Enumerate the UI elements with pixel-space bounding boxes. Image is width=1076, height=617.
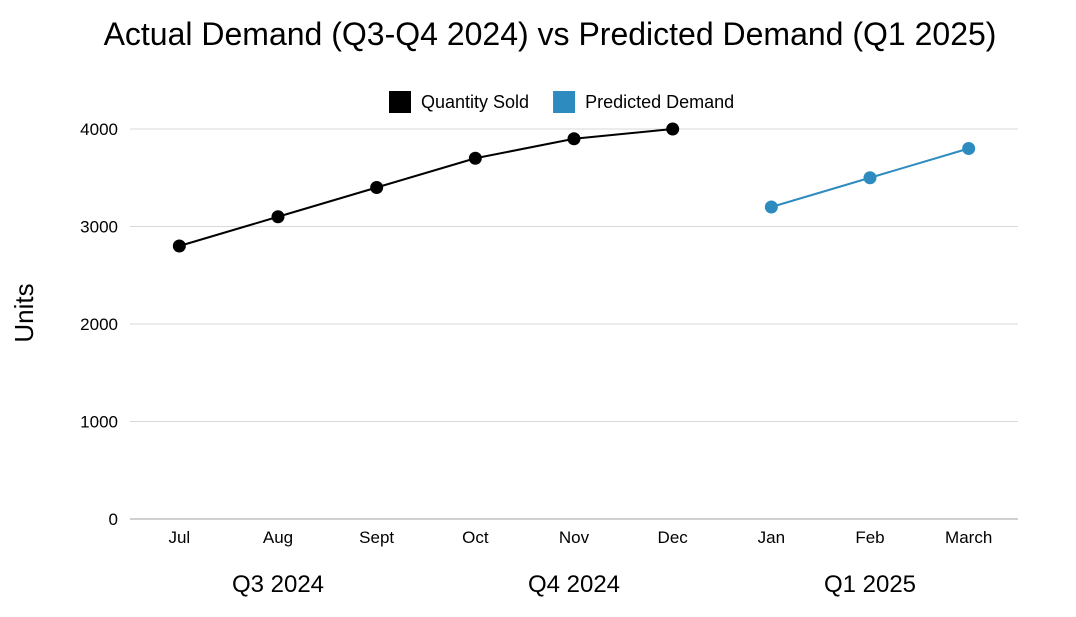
data-point <box>468 151 482 165</box>
series-line <box>179 128 673 247</box>
data-point <box>764 200 778 214</box>
x-tick-label: Feb <box>855 528 884 547</box>
x-tick-labels: Jul Aug Sept Oct Nov Dec Jan Feb March <box>168 528 992 547</box>
x-tick-label: Sept <box>359 528 394 547</box>
y-tick-label: 0 <box>109 510 118 529</box>
y-tick-label: 4000 <box>80 120 118 139</box>
data-point <box>666 122 680 136</box>
y-tick-label: 3000 <box>80 218 118 237</box>
group-label: Q4 2024 <box>528 571 620 598</box>
legend-swatch <box>553 91 576 113</box>
chart-title: Actual Demand (Q3-Q4 2024) vs Predicted … <box>104 16 997 52</box>
x-tick-label: Nov <box>559 528 590 547</box>
x-tick-label: Oct <box>462 528 489 547</box>
x-tick-label: March <box>945 528 992 547</box>
x-tick-label: Jan <box>758 528 785 547</box>
data-point <box>370 181 384 194</box>
gridlines <box>130 128 1018 422</box>
x-tick-label: Jul <box>168 528 190 547</box>
legend-label: Predicted Demand <box>585 92 734 112</box>
y-axis-label: Units <box>9 283 39 342</box>
legend: Quantity Sold Predicted Demand <box>389 91 734 113</box>
x-tick-label: Aug <box>263 528 293 547</box>
data-point <box>863 171 877 185</box>
group-label: Q1 2025 <box>824 571 916 598</box>
data-point <box>962 142 976 155</box>
data-point <box>172 239 186 253</box>
x-tick-label: Dec <box>658 528 689 547</box>
data-point <box>567 132 581 146</box>
legend-label: Quantity Sold <box>421 92 529 112</box>
quarter-group-labels: Q3 2024 Q4 2024 Q1 2025 <box>232 571 916 598</box>
y-tick-labels: 0 1000 2000 3000 4000 <box>80 120 118 529</box>
group-label: Q3 2024 <box>232 571 324 598</box>
data-point <box>271 210 285 224</box>
series-layer <box>172 122 976 253</box>
y-tick-label: 1000 <box>80 413 118 432</box>
legend-swatch <box>389 91 411 113</box>
y-tick-label: 2000 <box>80 315 118 334</box>
